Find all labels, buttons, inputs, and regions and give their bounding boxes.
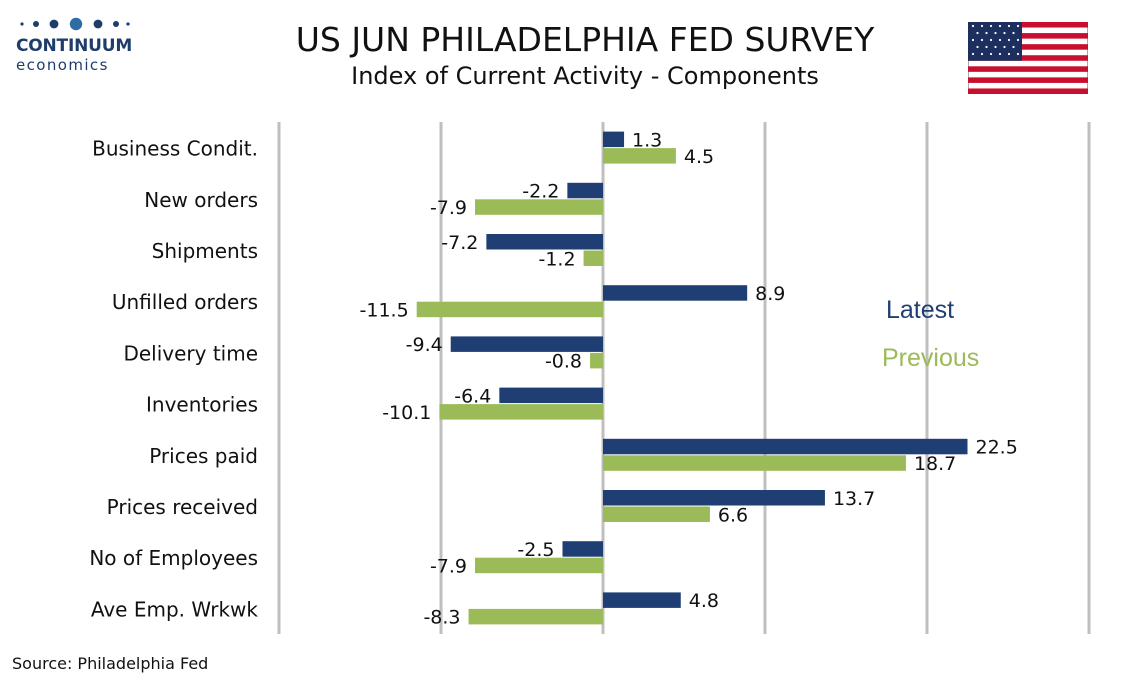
data-label-latest: 8.9	[755, 283, 785, 305]
data-label-previous: -10.1	[382, 402, 431, 424]
category-label: Shipments	[152, 239, 258, 263]
category-label: New orders	[144, 188, 258, 212]
data-label-previous: -7.9	[430, 197, 467, 219]
data-label-latest: -7.2	[441, 232, 478, 254]
data-label-previous: -0.8	[545, 351, 582, 373]
category-label: Prices paid	[149, 444, 258, 468]
bar-previous	[583, 250, 603, 266]
category-label: Ave Emp. Wrkwk	[91, 597, 259, 621]
category-label: Unfilled orders	[112, 290, 258, 314]
data-label-previous: 4.5	[684, 146, 714, 168]
bar-previous	[590, 352, 603, 369]
bar-previous	[603, 506, 710, 522]
bar-latest	[499, 387, 603, 404]
logo-name: CONTINUUM	[16, 36, 133, 56]
bar-previous	[603, 455, 906, 471]
bar-previous	[416, 301, 603, 318]
data-label-previous: -1.2	[538, 248, 575, 270]
legend-latest: Latest	[886, 296, 955, 324]
data-label-previous: -8.3	[423, 607, 460, 629]
data-label-latest: -2.5	[517, 539, 554, 561]
bar-latest	[603, 592, 681, 608]
data-label-latest: -2.2	[522, 181, 559, 203]
data-label-latest: -6.4	[454, 385, 491, 407]
category-label: Delivery time	[123, 341, 258, 365]
source-note: Source: Philadelphia Fed	[12, 654, 209, 673]
category-label: Business Condit.	[92, 137, 258, 161]
data-label-previous: -7.9	[430, 555, 467, 577]
bar-previous	[468, 608, 603, 625]
continuum-logo: CONTINUUM economics	[14, 14, 134, 78]
logo-dots-icon	[20, 17, 130, 31]
bar-latest	[450, 336, 603, 352]
data-label-latest: 13.7	[833, 488, 875, 510]
bar-latest	[603, 285, 748, 301]
category-label: Prices received	[107, 495, 258, 519]
bar-latest	[562, 541, 603, 557]
chart-subtitle: Index of Current Activity - Components	[351, 62, 819, 90]
category-label: No of Employees	[89, 546, 258, 570]
bar-previous	[439, 404, 603, 420]
bar-previous	[475, 557, 603, 574]
data-label-previous: -11.5	[360, 299, 409, 321]
data-label-latest: -9.4	[406, 334, 443, 356]
data-label-previous: 18.7	[914, 453, 956, 475]
bar-latest	[603, 438, 968, 455]
data-label-latest: 1.3	[632, 129, 662, 151]
bar-previous	[475, 199, 603, 215]
logo-subtitle: economics	[16, 56, 109, 74]
legend-previous: Previous	[882, 344, 980, 372]
bar-previous	[603, 148, 676, 164]
bar-latest	[567, 182, 603, 199]
bar-latest	[486, 234, 603, 250]
data-label-latest: 22.5	[976, 437, 1018, 459]
us-flag-icon	[968, 22, 1088, 94]
data-label-previous: 6.6	[718, 504, 748, 526]
data-label-latest: 4.8	[689, 590, 719, 612]
bar-latest	[603, 131, 625, 148]
category-label: Inventories	[146, 393, 258, 417]
bar-latest	[603, 490, 825, 506]
chart-title: US JUN PHILADELPHIA FED SURVEY	[295, 20, 875, 59]
